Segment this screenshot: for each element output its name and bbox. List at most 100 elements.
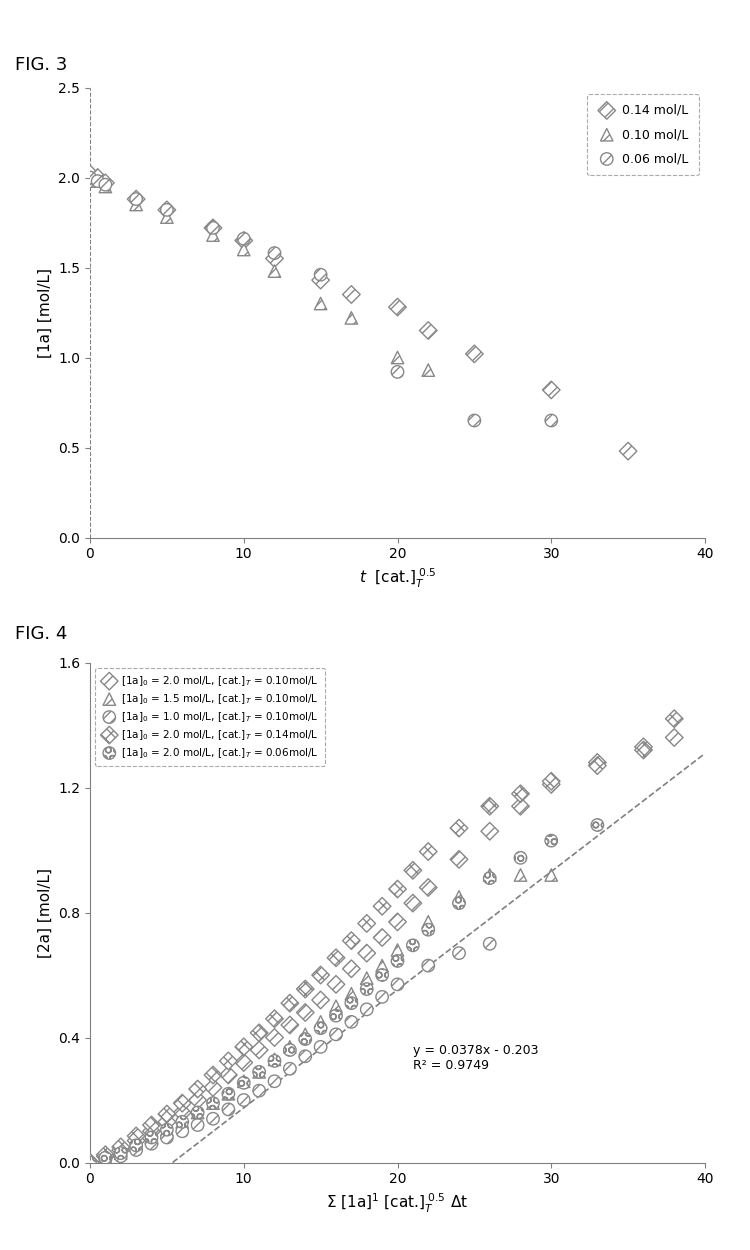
Point [330, 1025, 342, 1045]
Point [99, 175, 111, 195]
Point [545, 380, 557, 400]
Point [84, 1152, 96, 1172]
Point [268, 242, 280, 262]
Point [238, 1052, 250, 1072]
Point [345, 992, 357, 1012]
Point [638, 740, 650, 760]
Point [284, 1038, 296, 1058]
Point [160, 1120, 172, 1140]
Point [299, 1025, 311, 1045]
Point [299, 1003, 311, 1022]
Point [315, 965, 327, 985]
Point [207, 1065, 219, 1085]
Point [207, 1092, 219, 1112]
Point [345, 285, 357, 305]
Point [160, 200, 172, 220]
Point [361, 914, 373, 934]
Point [99, 1145, 111, 1165]
Point [192, 1102, 204, 1122]
Point [130, 1135, 142, 1155]
Point [361, 1000, 373, 1020]
Point [207, 225, 219, 245]
Point [160, 1104, 172, 1124]
Point [376, 928, 388, 948]
Point [192, 1079, 204, 1099]
Point [392, 879, 404, 899]
Point [238, 229, 250, 249]
Point [361, 968, 373, 988]
Point [84, 1152, 96, 1172]
Point [115, 1140, 127, 1160]
Point [84, 164, 96, 184]
Point [253, 1080, 266, 1101]
Point [115, 1142, 127, 1162]
Point [484, 867, 496, 887]
Point [130, 1126, 142, 1146]
Point [591, 815, 603, 835]
Point [422, 912, 434, 932]
Point [192, 1115, 204, 1135]
Point [453, 892, 465, 912]
Point [84, 168, 96, 187]
Point [392, 975, 404, 995]
Point [392, 362, 404, 382]
Point [545, 830, 557, 850]
Point [361, 979, 373, 999]
Y-axis label: [2a] [mol/L]: [2a] [mol/L] [38, 867, 52, 958]
Point [268, 249, 280, 269]
Point [453, 942, 465, 962]
Point [345, 930, 357, 950]
Point [146, 1134, 158, 1154]
Point [422, 955, 434, 975]
Point [361, 942, 373, 962]
Point [222, 1100, 234, 1120]
X-axis label: $t$  [cat.]$_T^{\ 0.5}$: $t$ [cat.]$_T^{\ 0.5}$ [358, 566, 436, 590]
Point [99, 173, 111, 192]
Point [545, 410, 557, 430]
Point [130, 1130, 142, 1150]
Y-axis label: [1a] [mol/L]: [1a] [mol/L] [38, 268, 52, 358]
Point [422, 841, 434, 861]
Point [238, 1072, 250, 1092]
Point [315, 1013, 327, 1032]
Point [484, 821, 496, 841]
Point [330, 1005, 342, 1025]
Point [422, 878, 434, 898]
Point [222, 1051, 234, 1071]
Point [146, 1121, 158, 1141]
Point [268, 1009, 280, 1029]
Point [176, 1121, 188, 1141]
Point [284, 1015, 296, 1035]
Point [92, 168, 104, 187]
Point [222, 1084, 234, 1104]
Point [330, 948, 342, 968]
Point [115, 1138, 127, 1158]
Point [253, 1061, 266, 1081]
Point [514, 784, 526, 804]
Legend: 0.14 mol/L, 0.10 mol/L, 0.06 mol/L: 0.14 mol/L, 0.10 mol/L, 0.06 mol/L [587, 94, 699, 175]
Point [207, 217, 219, 238]
Point [284, 992, 296, 1012]
Point [422, 360, 434, 380]
Point [222, 1084, 234, 1104]
Point [514, 865, 526, 885]
Point [299, 1029, 311, 1049]
Point [238, 1090, 250, 1110]
Point [376, 988, 388, 1008]
Point [84, 168, 96, 187]
Point [84, 1152, 96, 1172]
Point [484, 796, 496, 816]
X-axis label: Σ [1a]$^1$ [cat.]$_T^{\ 0.5}$ Δt: Σ [1a]$^1$ [cat.]$_T^{\ 0.5}$ Δt [326, 1191, 469, 1215]
Point [299, 979, 311, 999]
Point [406, 935, 418, 955]
Point [268, 261, 280, 281]
Point [545, 865, 557, 885]
Point [146, 1128, 158, 1148]
Point [160, 1120, 172, 1140]
Point [92, 171, 104, 191]
Point [99, 176, 111, 196]
Point [99, 1146, 111, 1166]
Point [345, 984, 357, 1004]
Point [406, 892, 418, 912]
Point [176, 1092, 188, 1112]
